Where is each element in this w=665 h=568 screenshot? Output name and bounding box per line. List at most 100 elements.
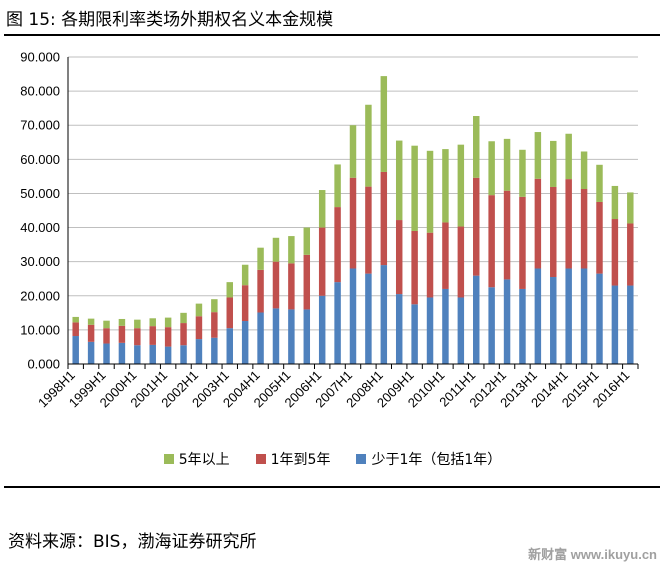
bar-long [519, 149, 526, 197]
bar-mid [272, 261, 280, 309]
bar-mid [426, 232, 434, 298]
bar-short [257, 312, 264, 364]
bar-long [550, 140, 557, 187]
bar-short [272, 308, 280, 364]
bar-mid [318, 227, 326, 296]
bar-short [103, 343, 110, 364]
bar-mid [87, 324, 95, 342]
legend-item-short: 少于1年（包括1年） [356, 449, 501, 469]
bar-short [180, 345, 187, 364]
bar-mid [550, 186, 557, 278]
bar-long [473, 116, 480, 178]
bar-long [318, 190, 326, 228]
bar-long [596, 164, 603, 202]
bar-long [241, 264, 249, 286]
bar-short [473, 275, 480, 364]
legend: 5年以上 1年到5年 少于1年（包括1年） [0, 449, 665, 469]
bar-long [426, 150, 434, 233]
bar-long [180, 312, 187, 324]
legend-label-short: 少于1年（包括1年） [371, 452, 502, 468]
bar-mid [118, 325, 126, 343]
bar-short [349, 268, 357, 364]
bar-short [318, 295, 326, 364]
bar-short [118, 342, 126, 364]
bar-series [72, 76, 634, 364]
bar-mid [565, 179, 572, 269]
bar-mid [334, 207, 341, 283]
legend-label-long: 5年以上 [178, 452, 230, 468]
legend-item-mid: 1年到5年 [255, 449, 331, 469]
bar-mid [303, 254, 311, 310]
bar-long [303, 227, 311, 255]
bar-short [519, 288, 526, 364]
bar-long [488, 141, 495, 196]
y-tick-label: 10.000 [20, 322, 60, 337]
bar-mid [473, 177, 480, 276]
bar-mid [519, 196, 526, 289]
y-tick-label: 30.000 [20, 254, 60, 269]
bar-long [226, 282, 233, 298]
bar-short [380, 265, 388, 364]
bar-long [442, 149, 449, 223]
bar-mid [134, 328, 141, 346]
bar-short [395, 294, 403, 364]
legend-swatch-long [163, 454, 174, 464]
x-axis: 1998H11999H12000H12001H12002H12003H12004… [35, 363, 639, 410]
stacked-bar-chart: 0.000 10.000 20.000 30.000 40.000 50.000 60.00… [20, 50, 639, 410]
bar-mid [103, 328, 110, 344]
bar-mid [534, 178, 542, 269]
bar-long [365, 104, 372, 187]
legend-label-mid: 1年到5年 [270, 452, 331, 468]
bar-mid [365, 186, 372, 274]
bar-mid [411, 230, 418, 305]
bar-long [580, 151, 588, 190]
bar-short [241, 321, 249, 364]
watermark: 新财富 www.ikuyu.cn [528, 547, 657, 562]
y-tick-label: 40.000 [20, 220, 60, 235]
bar-mid [442, 222, 449, 289]
bar-long [72, 316, 79, 323]
bar-long [118, 318, 126, 326]
bar-mid [72, 322, 79, 337]
bar-mid [180, 323, 187, 346]
bar-mid [149, 326, 156, 345]
source-rule [4, 486, 660, 488]
bar-long [627, 192, 634, 224]
bar-long [272, 237, 280, 262]
bar-short [457, 297, 465, 364]
bar-mid [195, 316, 203, 340]
bar-short [164, 346, 172, 364]
y-tick-label: 80.000 [20, 84, 60, 99]
figure-title: 图 15: 各期限利率类场外期权名义本金规模 [6, 10, 334, 30]
bar-short [134, 345, 141, 364]
bar-mid [457, 226, 465, 298]
bar-mid [627, 223, 634, 286]
bar-short [596, 273, 603, 364]
bar-long [565, 133, 572, 180]
bar-short [87, 341, 95, 364]
bar-mid [257, 269, 264, 313]
bar-short [288, 309, 295, 364]
bar-long [411, 145, 418, 231]
bar-mid [288, 263, 295, 310]
legend-item-long: 5年以上 [163, 449, 230, 469]
bar-short [611, 285, 619, 364]
bar-short [303, 309, 311, 364]
bar-mid [503, 190, 511, 280]
y-tick-label: 0.000 [27, 357, 60, 372]
bar-mid [488, 195, 495, 288]
y-tick-label: 20.000 [20, 288, 60, 303]
bar-long [380, 76, 388, 172]
bar-short [226, 328, 233, 364]
bar-mid [380, 171, 388, 266]
bar-long [349, 125, 357, 178]
bar-short [580, 268, 588, 364]
bar-mid [211, 312, 218, 338]
bar-long [134, 319, 141, 329]
bar-short [550, 277, 557, 364]
bar-short [149, 344, 156, 364]
bar-short [534, 268, 542, 364]
source-note: 资料来源：BIS，渤海证券研究所 [8, 532, 257, 552]
bar-mid [241, 285, 249, 322]
bar-long [103, 320, 110, 329]
